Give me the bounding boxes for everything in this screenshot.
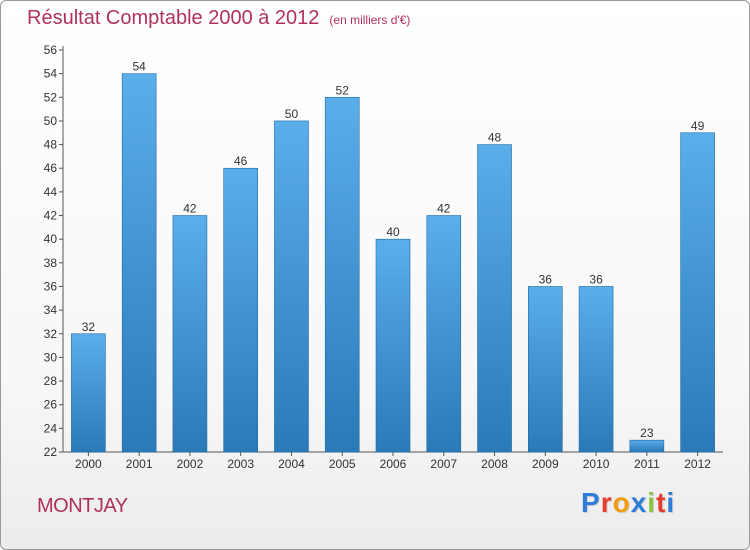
y-tick-label: 34 <box>44 303 58 317</box>
x-tick-label-2004: 2004 <box>278 457 305 471</box>
y-tick-label: 28 <box>44 374 58 388</box>
y-tick-label: 50 <box>44 114 58 128</box>
data-label-2010: 36 <box>589 272 603 286</box>
y-tick-label: 46 <box>44 161 58 175</box>
bar-2001 <box>121 73 157 453</box>
chart-bars: 32 54 42 46 50 52 40 42 48 36 36 23 49 <box>71 60 715 453</box>
bar-2002 <box>172 215 208 453</box>
bar-2005 <box>324 96 360 453</box>
data-label-2008: 48 <box>488 131 502 145</box>
x-tick-label-2002: 2002 <box>177 457 204 471</box>
x-tick-label-2011: 2011 <box>634 457 660 471</box>
bar-2011 <box>629 439 665 453</box>
x-tick-label-2005: 2005 <box>329 457 356 471</box>
logo-letter: P <box>581 487 601 518</box>
data-label-2007: 42 <box>437 202 451 216</box>
x-tick-label-2007: 2007 <box>430 457 457 471</box>
x-tick-label-2012: 2012 <box>684 457 711 471</box>
chart-subtitle: (en milliers d'€) <box>329 13 411 27</box>
x-tick-label-2000: 2000 <box>75 457 102 471</box>
x-tick-label-2009: 2009 <box>532 457 559 471</box>
bar-2009 <box>528 286 563 453</box>
y-tick-label: 40 <box>44 232 58 246</box>
data-label-2011: 23 <box>640 426 654 440</box>
y-tick-label: 26 <box>44 398 58 412</box>
logo-letter: x <box>630 487 648 518</box>
bar-2007 <box>426 215 462 453</box>
bar-2010 <box>578 286 614 453</box>
x-tick-label-2003: 2003 <box>227 457 254 471</box>
y-tick-label: 52 <box>44 90 58 104</box>
y-tick-label: 32 <box>44 327 58 341</box>
x-tick-label-2008: 2008 <box>481 457 508 471</box>
y-tick-label: 22 <box>44 445 58 459</box>
data-label-2001: 54 <box>132 60 146 74</box>
y-tick-label: 24 <box>44 421 58 435</box>
data-label-2000: 32 <box>82 320 96 334</box>
y-tick-label: 30 <box>44 350 58 364</box>
x-tick-label-2001: 2001 <box>126 457 153 471</box>
bar-2008 <box>477 144 512 453</box>
chart-ticks: 22 24 26 28 30 32 34 36 38 40 42 44 46 48 50 52 54 56 2000… <box>44 43 712 471</box>
logo-letter: r <box>600 487 613 518</box>
chart-title: Résultat Comptable 2000 à 2012 (en millie… <box>27 7 410 30</box>
data-label-2005: 52 <box>336 83 350 97</box>
bar-2003 <box>223 167 258 453</box>
x-tick-label-2006: 2006 <box>380 457 407 471</box>
logo-letter: i <box>666 487 676 518</box>
y-tick-label: 54 <box>44 67 58 81</box>
data-label-2006: 40 <box>386 225 400 239</box>
chart-title-text: Résultat Comptable 2000 à 2012 <box>27 7 320 29</box>
y-tick-label: 44 <box>44 185 58 199</box>
bar-2012 <box>680 132 715 453</box>
data-label-2002: 42 <box>183 202 197 216</box>
bar-2006 <box>375 238 411 453</box>
logo-letter: o <box>612 487 631 518</box>
y-tick-label: 38 <box>44 256 58 270</box>
y-tick-label: 36 <box>44 279 58 293</box>
y-tick-label: 42 <box>44 209 58 223</box>
data-label-2012: 49 <box>691 119 705 133</box>
x-tick-label-2010: 2010 <box>583 457 610 471</box>
logo-letter: i <box>647 487 657 518</box>
data-label-2003: 46 <box>234 154 248 168</box>
data-label-2004: 50 <box>285 107 299 121</box>
y-tick-label: 56 <box>44 43 58 57</box>
bar-2000 <box>71 333 106 453</box>
logo-letter: t <box>656 487 667 518</box>
bar-2004 <box>274 120 309 453</box>
y-tick-label: 48 <box>44 138 58 152</box>
proxiti-logo: Proxiti <box>581 487 675 519</box>
data-label-2009: 36 <box>539 272 553 286</box>
location-label: MONTJAY <box>37 495 128 517</box>
